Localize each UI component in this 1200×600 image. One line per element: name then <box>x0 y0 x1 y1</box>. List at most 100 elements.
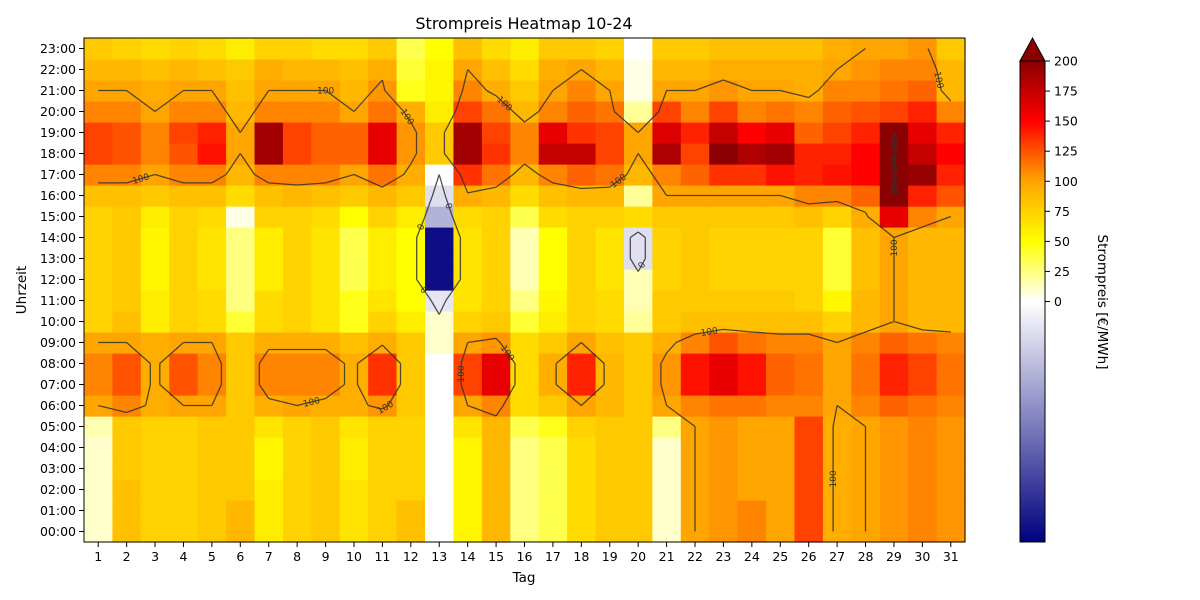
heatmap-cell <box>595 38 625 60</box>
heatmap-cell <box>368 521 398 543</box>
heatmap-cell <box>908 416 938 438</box>
heatmap-cell <box>908 437 938 459</box>
heatmap-cell <box>766 311 796 333</box>
heatmap-cell <box>652 164 682 186</box>
heatmap-cell <box>936 353 966 375</box>
x-tick-label: 8 <box>293 549 301 564</box>
heatmap-cell <box>169 143 199 165</box>
heatmap-cell <box>794 101 824 123</box>
heatmap-cell <box>766 269 796 291</box>
heatmap-cell <box>879 500 909 522</box>
heatmap-cell <box>680 101 710 123</box>
heatmap-cell <box>936 80 966 102</box>
y-tick-label: 08:00 <box>40 356 76 371</box>
heatmap-cell <box>851 80 881 102</box>
heatmap-cell <box>908 269 938 291</box>
contour-label: 100 <box>700 326 719 339</box>
heatmap-cell <box>794 332 824 354</box>
heatmap-cell <box>623 290 653 312</box>
heatmap-cell <box>453 521 483 543</box>
heatmap-cell <box>453 206 483 228</box>
heatmap-cell <box>197 479 227 501</box>
heatmap-cell <box>595 101 625 123</box>
heatmap-cell <box>481 374 511 396</box>
heatmap-cell <box>680 311 710 333</box>
colorbar-tick-label: 50 <box>1054 234 1070 249</box>
heatmap-cell <box>396 122 426 144</box>
heatmap-cell <box>453 248 483 270</box>
heatmap-cell <box>737 227 767 249</box>
heatmap-cell <box>339 479 369 501</box>
heatmap-cell <box>112 479 142 501</box>
heatmap-cell <box>822 311 852 333</box>
heatmap-cell <box>908 80 938 102</box>
heatmap-cell <box>197 416 227 438</box>
heatmap-cell <box>169 269 199 291</box>
heatmap-cell <box>766 395 796 417</box>
heatmap-cell <box>339 395 369 417</box>
heatmap-cell <box>595 164 625 186</box>
heatmap-cell <box>140 290 170 312</box>
heatmap-cell <box>169 122 199 144</box>
heatmap-cell <box>425 458 455 480</box>
heatmap-cell <box>282 101 312 123</box>
heatmap-cell <box>623 269 653 291</box>
heatmap-cell <box>652 500 682 522</box>
heatmap-cell <box>311 374 341 396</box>
heatmap-cell <box>84 164 114 186</box>
heatmap-cell <box>652 521 682 543</box>
heatmap-cell <box>737 500 767 522</box>
heatmap-cell <box>538 269 568 291</box>
heatmap-cell <box>339 416 369 438</box>
y-tick-label: 17:00 <box>40 167 76 182</box>
colorbar-tick-label: 0 <box>1054 294 1062 309</box>
contour-label: 100 <box>302 396 321 410</box>
heatmap-cell <box>766 122 796 144</box>
heatmap-cell <box>908 248 938 270</box>
y-tick-label: 01:00 <box>40 503 76 518</box>
contour-label: 200 <box>890 176 900 193</box>
heatmap-cell <box>140 311 170 333</box>
heatmap-cell <box>396 311 426 333</box>
heatmap-cell <box>623 458 653 480</box>
heatmap-cell <box>623 332 653 354</box>
heatmap-cell <box>680 290 710 312</box>
heatmap-cell <box>112 458 142 480</box>
heatmap-cell <box>140 458 170 480</box>
heatmap-cell <box>197 500 227 522</box>
x-tick-label: 16 <box>517 549 533 564</box>
heatmap-cell <box>623 374 653 396</box>
heatmap-cell <box>680 395 710 417</box>
heatmap-cell <box>510 416 540 438</box>
heatmap-cell <box>396 80 426 102</box>
y-tick-label: 21:00 <box>40 83 76 98</box>
heatmap-cell <box>453 311 483 333</box>
heatmap-cell <box>197 353 227 375</box>
heatmap-cell <box>822 164 852 186</box>
heatmap-cell <box>510 164 540 186</box>
heatmap-cell <box>652 416 682 438</box>
heatmap-cell <box>368 122 398 144</box>
heatmap-cell <box>84 374 114 396</box>
x-tick-label: 9 <box>322 549 330 564</box>
heatmap-cell <box>737 122 767 144</box>
heatmap-cell <box>226 353 256 375</box>
heatmap-cell <box>453 416 483 438</box>
heatmap-cell <box>822 248 852 270</box>
heatmap-cell <box>282 59 312 81</box>
heatmap-cell <box>936 374 966 396</box>
colorbar-label: Strompreis [€/MWh] <box>1094 235 1110 370</box>
heatmap-cell <box>766 38 796 60</box>
contour-line-100 <box>98 47 952 532</box>
heatmap-cell <box>908 122 938 144</box>
heatmap-cell <box>851 164 881 186</box>
heatmap-cell <box>226 290 256 312</box>
heatmap-cell <box>226 521 256 543</box>
heatmap-cell <box>510 500 540 522</box>
heatmap-cell <box>112 122 142 144</box>
heatmap-cell <box>680 59 710 81</box>
heatmap-cell <box>197 248 227 270</box>
heatmap-cell <box>879 101 909 123</box>
heatmap-cell <box>936 269 966 291</box>
heatmap-cell <box>680 353 710 375</box>
